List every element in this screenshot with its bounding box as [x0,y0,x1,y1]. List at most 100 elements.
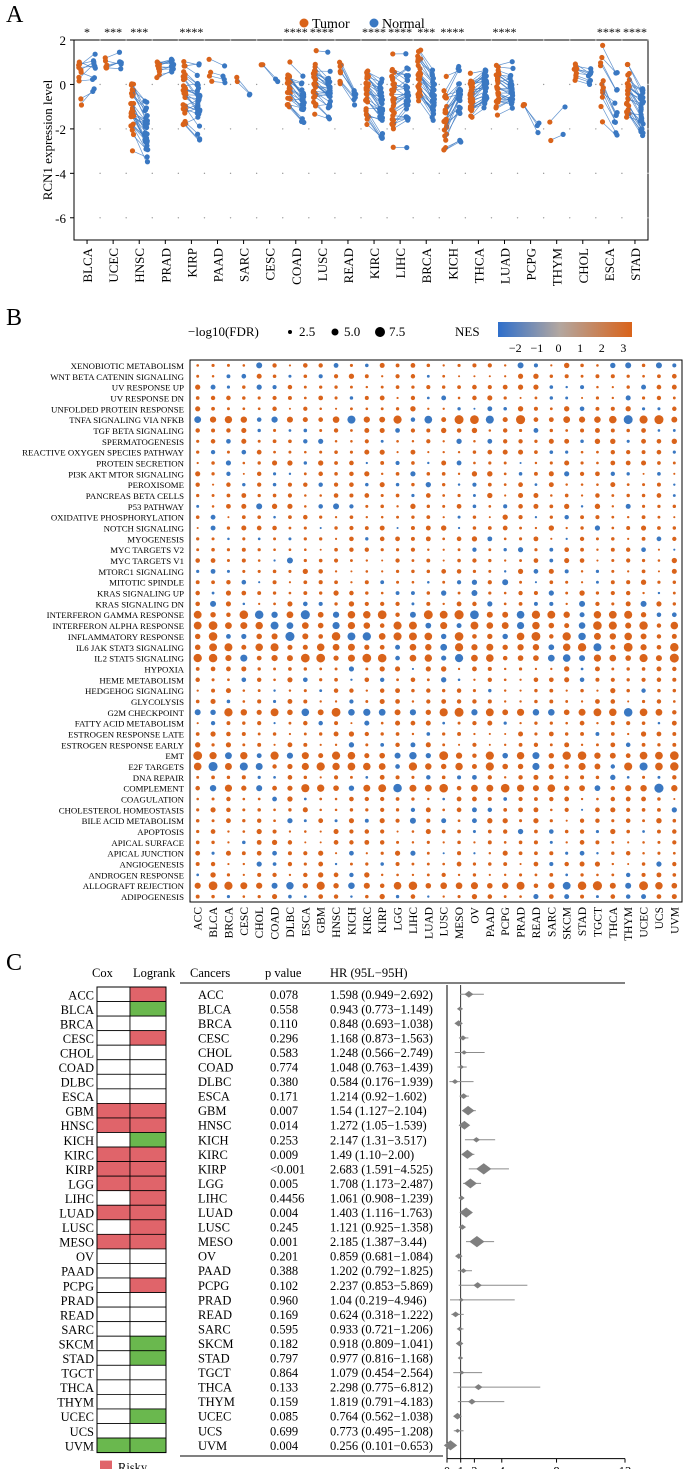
matrix-dot [288,374,292,378]
matrix-dot [334,396,338,400]
matrix-dot [426,515,431,520]
matrix-dot [272,569,277,574]
matrix-dot [380,591,384,595]
matrix-dot [380,732,384,736]
x-tick-label-brca: BRCA [419,247,434,283]
matrix-dot [549,580,554,585]
matrix-dot [641,558,646,563]
matrix-dot [241,558,246,563]
matrix-dot [410,742,416,748]
matrix-dot [579,840,585,845]
matrix-dot [672,775,677,780]
grid-dot [595,128,597,130]
matrix-dot [273,743,276,746]
tumor-point [416,89,423,95]
matrix-dot [287,482,293,487]
matrix-dot [487,482,492,487]
matrix-dot [319,808,322,812]
logrank-cell [129,1015,167,1032]
matrix-dot [626,678,630,682]
matrix-dot [426,396,430,400]
matrix-dot [488,516,491,519]
normal-point [482,88,489,94]
matrix-dot [379,883,385,888]
matrix-dot [532,621,540,630]
matrix-dot [581,396,584,399]
matrix-dot [639,751,648,760]
matrix-dot [519,678,522,681]
normal-point [300,73,306,79]
matrix-dot [595,775,600,780]
side-cancer-label: UCEC [61,1410,94,1424]
matrix-dot [626,439,630,443]
pair-line [314,91,330,102]
normal-point [325,49,331,55]
matrix-dot [242,407,246,411]
matrix-dot [641,677,646,682]
normal-point [144,143,150,149]
color-legend-tick: 3 [620,341,626,355]
row-hr: 0.624 (0.318−1.222) [330,1308,433,1322]
matrix-dot [642,841,645,844]
matrix-dot [454,643,464,652]
matrix-dot [272,894,278,900]
cox-cell [96,1321,131,1337]
matrix-dot [626,721,631,726]
matrix-dot [333,482,339,487]
matrix-dot [671,384,677,390]
matrix-dot [365,363,369,368]
matrix-dot [564,623,570,629]
matrix-dot [226,385,231,389]
normal-point [640,86,646,92]
normal-point [117,59,123,65]
matrix-dot [472,395,477,401]
matrix-dot [487,492,493,499]
matrix-dot [349,808,354,812]
matrix-dot [503,721,507,725]
matrix-dot [550,667,553,671]
matrix-dot [656,384,662,390]
matrix-dot [563,362,570,369]
matrix-dot [672,536,677,541]
grid-dot [569,83,571,86]
matrix-dot [426,428,431,433]
pathway-label: E2F TARGETS [128,762,184,772]
matrix-dot [655,708,663,716]
matrix-dot [316,653,326,663]
matrix-dot [488,558,492,563]
matrix-dot [472,494,476,497]
normal-point [377,91,383,97]
matrix-dot [610,785,616,791]
matrix-dot [471,471,478,477]
matrix-dot [226,796,231,802]
matrix-dot [454,610,464,620]
matrix-dot [611,515,615,519]
significance-kich: **** [440,25,464,39]
row-hr: 1.49 (1.10−2.00) [330,1148,414,1162]
tumor-point [364,91,370,97]
legend-tumor-marker [299,18,309,28]
matrix-dot [487,580,492,585]
pair-line [340,64,356,93]
matrix-dot [363,611,371,619]
matrix-dot [610,406,615,411]
matrix-dot [426,862,430,866]
matrix-dot [303,406,308,411]
matrix-dot [318,720,323,726]
matrix-dot [441,460,447,466]
matrix-dot [242,830,246,833]
matrix-dot [624,762,633,771]
matrix-dot [656,872,662,878]
matrix-dot [580,526,584,530]
tumor-point [416,76,423,83]
matrix-dot [671,416,678,423]
matrix-dot [424,784,432,792]
matrix-dot [225,752,232,760]
row-pvalue: 0.388 [270,1264,298,1278]
matrix-dot [595,895,599,899]
matrix-dot [303,591,308,596]
x-tick-label-kirc: KIRC [367,248,382,279]
grid-dot [490,39,493,41]
matrix-dot [488,429,492,432]
pair-line [497,61,512,66]
